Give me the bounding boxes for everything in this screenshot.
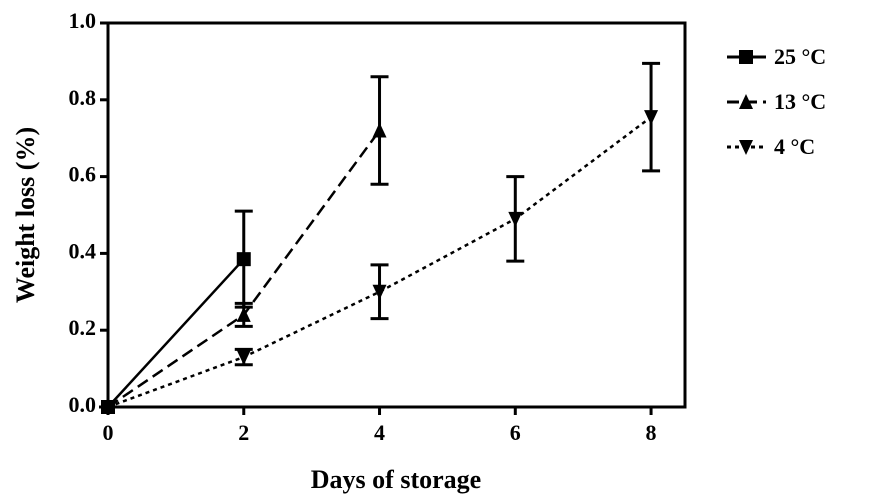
x-axis-title: Days of storage [311,465,481,494]
legend-label: 25 °C [774,44,826,69]
x-tick-label: 2 [238,420,249,445]
series-line [107,116,652,409]
series-line [107,258,245,408]
x-tick-label: 6 [510,420,521,445]
data-point [644,110,659,126]
y-tick-label: 0.4 [69,238,97,263]
data-point [236,306,251,322]
data-point [236,350,251,366]
data-point [236,252,251,267]
legend-marker [739,94,753,109]
legend-label: 4 °C [774,134,815,159]
data-point [508,211,523,227]
x-tick-label: 0 [103,420,114,445]
legend-marker [739,50,753,64]
x-tick-label: 8 [646,420,657,445]
y-axis-title: Weight loss (%) [11,127,40,303]
y-tick-label: 0.0 [69,392,97,417]
y-tick-label: 0.6 [69,162,97,187]
legend-label: 13 °C [774,89,826,114]
legend-marker [739,140,753,155]
data-point [372,284,387,300]
y-tick-label: 1.0 [69,8,97,33]
y-tick-label: 0.8 [69,85,97,110]
y-tick-label: 0.2 [69,315,97,340]
data-point [101,400,115,415]
x-tick-label: 4 [374,420,385,445]
plot-frame [106,21,687,409]
data-point [372,122,387,138]
